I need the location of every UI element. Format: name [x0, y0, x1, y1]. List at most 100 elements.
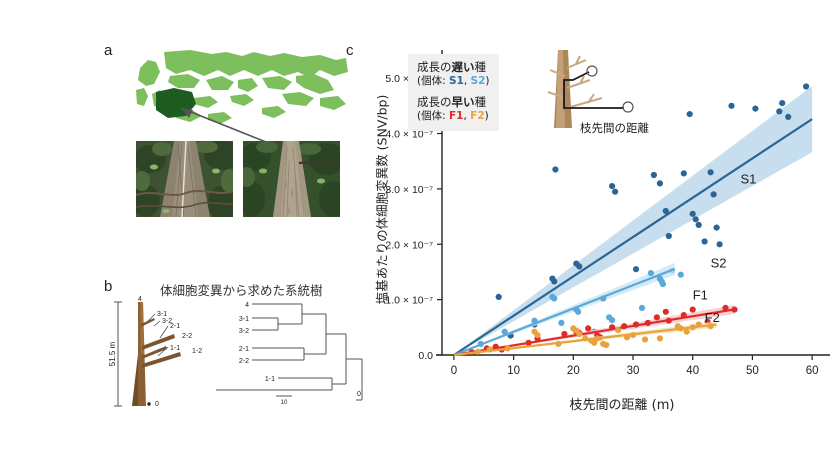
data-point-S1: [612, 188, 619, 195]
panel-c: c 塩基あたりの体細胞変異数 (SNV/bp) 0.0 1.0 × 10⁻⁷ 2.0…: [346, 42, 838, 432]
confidence-band-F1: [453, 304, 735, 355]
data-point-F2: [623, 334, 631, 341]
data-point-F2: [629, 332, 637, 339]
data-point-S1: [662, 207, 669, 215]
confidence-band-S2: [453, 262, 675, 355]
panel-a: a: [104, 42, 359, 242]
data-point-F1: [662, 308, 669, 315]
legend-fast-suffix: 種: [474, 95, 487, 110]
legend-s1: S1: [448, 75, 464, 88]
data-point-S2: [575, 308, 582, 315]
x-tick-label: 30: [627, 365, 640, 377]
data-point-S1: [656, 180, 663, 187]
data-point-S1: [710, 191, 717, 198]
fit-line-S1: [453, 118, 813, 356]
data-point-F1: [632, 321, 640, 328]
data-point-F2: [695, 321, 702, 328]
data-point-S1: [576, 263, 583, 270]
data-point-S1: [689, 210, 696, 217]
legend-slow-ind-prefix: (個体:: [417, 75, 449, 88]
legend-fast-prefix: 成長の: [417, 95, 452, 110]
data-point-S2: [609, 317, 616, 324]
fit-line-S2: [453, 267, 676, 357]
map-pointer-arrow: [180, 107, 272, 145]
data-point-S1: [779, 100, 786, 107]
scatter-plot: 0.0 1.0 × 10⁻⁷ 2.0 × 10⁻⁷ 3.0 × 10⁻⁷ 4.0 × 1…: [385, 50, 830, 377]
map-svg: [136, 50, 348, 124]
legend-slow-bold: 遅い: [451, 60, 475, 74]
data-point-S1: [686, 111, 693, 118]
data-point-F1: [644, 319, 651, 326]
data-point-F2: [474, 348, 481, 355]
x-tick-label: 60: [806, 365, 819, 377]
dendro-leaf-4: 4: [245, 302, 249, 309]
data-point-F2: [707, 323, 714, 330]
tree-tip-label-1-1: 1-1: [170, 345, 180, 352]
y-tick-label: 3.0 × 10⁻⁷: [385, 184, 433, 196]
data-point-S1: [776, 108, 783, 115]
x-tick-label: 50: [746, 365, 759, 377]
data-point-S1: [650, 171, 657, 179]
data-point-F1: [585, 325, 592, 332]
y-tick-label: 0.0: [418, 350, 433, 362]
data-point-S1: [716, 241, 723, 248]
data-point-F2: [656, 335, 663, 342]
legend-slow-ind-suffix: ): [485, 75, 490, 88]
legend-slow-line1: 成長の遅い種: [417, 60, 490, 75]
panel-c-label: c: [346, 42, 354, 59]
data-point-S2: [647, 270, 654, 277]
series-S2: S2: [453, 256, 727, 357]
legend-slow-line2: (個体: S1, S2): [417, 75, 490, 89]
tree-tip-label-4: 4: [138, 296, 142, 303]
data-point-F2: [591, 339, 598, 346]
dendro-scale-label: 10: [281, 400, 288, 406]
data-point-S2: [501, 328, 508, 335]
x-tick-label: 20: [567, 365, 580, 377]
dendrogram: 4 3-1 3-2 2-1 2-2 1-1 1-2 0 10: [216, 302, 363, 406]
data-point-S2: [551, 295, 558, 302]
data-point-S1: [495, 293, 502, 300]
chart-x-axis-title: 枝先間の距離 (m): [569, 398, 675, 413]
data-point-S2: [677, 271, 684, 278]
tree-tip-label-2-2: 2-2: [182, 333, 192, 340]
panel-b: b 体細胞変異から求めた系統樹 51.5 m 4 3-1 3-2 2-: [104, 278, 366, 415]
tree-tip-label-1-2: 1-2: [192, 348, 202, 355]
legend-fast-ind-prefix: (個体:: [417, 110, 449, 123]
tree-base-dot: [147, 402, 151, 406]
legend-fast-line1: 成長の早い種: [417, 95, 490, 110]
legend-s2: S2: [470, 75, 486, 88]
legend-slow-prefix: 成長の: [417, 60, 452, 74]
x-tick-label: 0: [451, 365, 457, 377]
data-point-F2: [677, 325, 684, 332]
data-point-S1: [692, 216, 699, 223]
data-point-S1: [551, 278, 558, 285]
dendro-leaf-1-1: 1-1: [265, 376, 275, 383]
data-point-S2: [600, 295, 607, 302]
data-point-S1: [752, 105, 759, 112]
y-tick-label: 4.0 × 10⁻⁷: [385, 129, 433, 141]
legend-fast-ind-suffix: ): [484, 110, 489, 123]
data-point-S2: [531, 317, 538, 324]
data-point-S2: [477, 340, 484, 347]
panel-b-label: b: [104, 278, 113, 295]
data-point-S2: [558, 319, 565, 326]
trunk-photo-right: [243, 141, 340, 217]
data-point-F1: [621, 323, 628, 330]
southeast-asia-map: [134, 50, 349, 130]
data-point-S1: [552, 166, 559, 173]
dendro-leaf-2-2: 2-2: [239, 358, 249, 365]
tree-tip-label-3-1: 3-1: [157, 311, 167, 318]
y-tick-label: 1.0 × 10⁻⁷: [385, 295, 433, 307]
data-point-F2: [603, 341, 610, 349]
data-point-S1: [785, 113, 792, 120]
data-point-F1: [665, 317, 672, 324]
data-point-S1: [665, 232, 672, 240]
dendro-leaf-0: 0: [357, 391, 361, 398]
data-point-F2: [555, 340, 562, 347]
legend-fast-line2: (個体: F1, F2): [417, 110, 490, 124]
data-point-F2: [534, 332, 541, 339]
y-tick-label: 2.0 × 10⁻⁷: [385, 239, 433, 251]
branch-tip-marker-2: [622, 101, 634, 113]
legend-f1: F1: [448, 110, 464, 123]
series-label-F1: F1: [693, 288, 708, 303]
